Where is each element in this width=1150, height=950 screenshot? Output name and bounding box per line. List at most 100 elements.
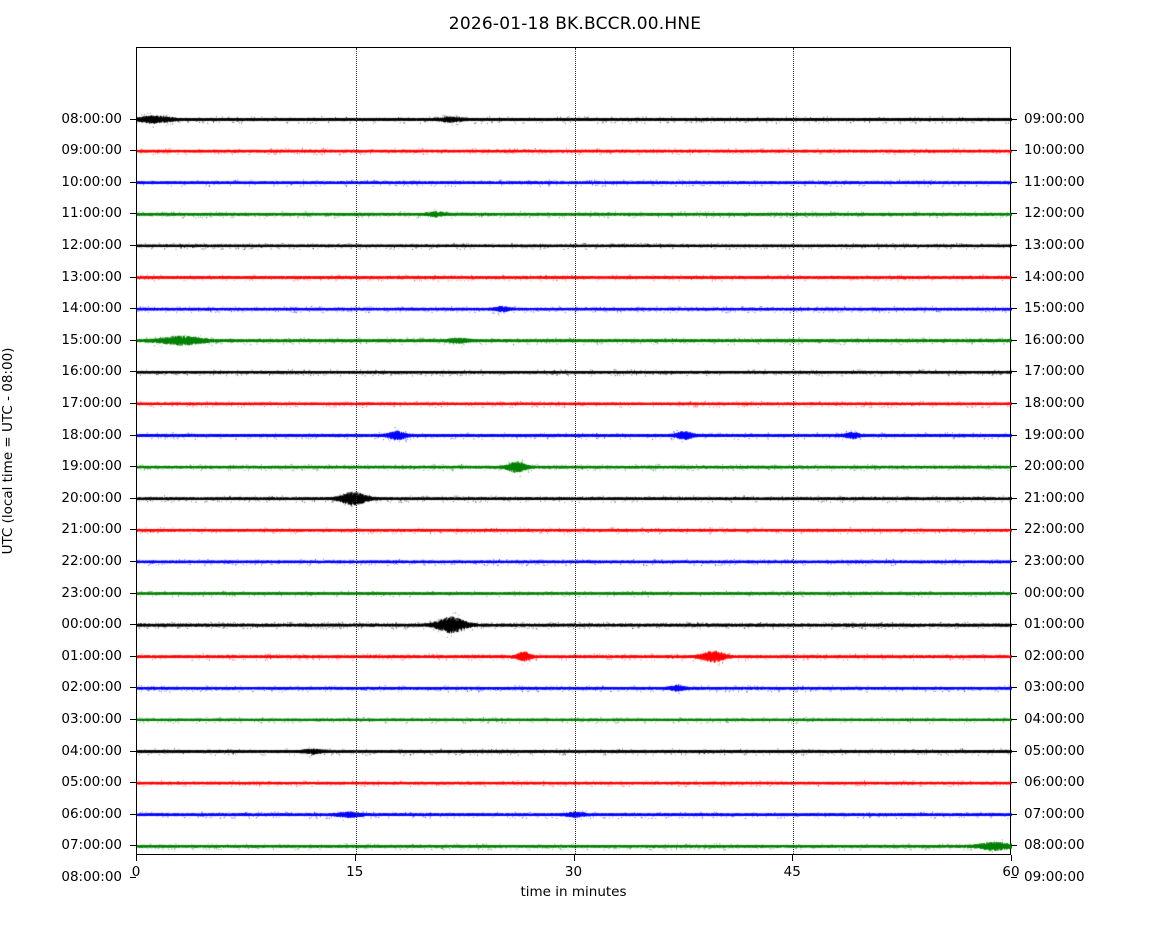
y-tick-label-right-0: 09:00:00 [1024, 110, 1085, 127]
y-tick-label-left-21: 05:00:00 [61, 774, 122, 791]
y-tick-label-left-10: 18:00:00 [61, 426, 122, 443]
y-tick-right-3 [1011, 213, 1017, 215]
y-tick-left-3 [130, 213, 136, 215]
y-tick-label-left-19: 03:00:00 [61, 710, 122, 727]
y-tick-label-left-7: 15:00:00 [61, 331, 122, 348]
y-tick-label-right-18: 03:00:00 [1024, 679, 1085, 696]
y-tick-left-14 [130, 560, 136, 562]
y-tick-right-11 [1011, 466, 1017, 468]
y-tick-left-20 [130, 750, 136, 752]
y-tick-label-left-12: 20:00:00 [61, 489, 122, 506]
x-tick-label-15: 15 [346, 864, 364, 880]
y-tick-label-right-5: 14:00:00 [1024, 268, 1085, 285]
y-tick-right-17 [1011, 655, 1017, 657]
y-tick-left-24 [130, 876, 136, 878]
y-tick-label-right-15: 00:00:00 [1024, 584, 1085, 601]
y-axis-title: UTC (local time = UTC - 08:00) [0, 347, 16, 555]
gridline-x-15 [355, 48, 357, 854]
y-tick-label-left-14: 22:00:00 [61, 552, 122, 569]
y-tick-label-right-7: 16:00:00 [1024, 331, 1085, 348]
y-tick-label-right-6: 15:00:00 [1024, 300, 1085, 317]
y-tick-label-right-10: 19:00:00 [1024, 426, 1085, 443]
y-tick-right-5 [1011, 276, 1017, 278]
y-tick-label-left-16: 00:00:00 [61, 616, 122, 633]
y-tick-right-15 [1011, 592, 1017, 594]
y-tick-label-left-24: 08:00:00 [61, 868, 122, 885]
y-tick-left-7 [130, 339, 136, 341]
y-tick-left-22 [130, 813, 136, 815]
x-axis-title: time in minutes [520, 884, 627, 900]
y-tick-left-15 [130, 592, 136, 594]
page-title: 2026-01-18 BK.BCCR.00.HNE [448, 14, 702, 34]
y-tick-right-24 [1011, 876, 1017, 878]
y-tick-label-left-1: 09:00:00 [61, 142, 122, 159]
y-tick-right-7 [1011, 339, 1017, 341]
y-tick-right-6 [1011, 308, 1017, 310]
y-tick-label-right-8: 17:00:00 [1024, 363, 1085, 380]
y-tick-right-13 [1011, 529, 1017, 531]
y-tick-label-left-6: 14:00:00 [61, 300, 122, 317]
y-tick-label-left-4: 12:00:00 [61, 236, 122, 253]
y-tick-label-right-17: 02:00:00 [1024, 647, 1085, 664]
y-tick-left-11 [130, 466, 136, 468]
y-tick-right-9 [1011, 402, 1017, 404]
x-tick-label-0: 0 [131, 864, 141, 880]
y-tick-left-4 [130, 244, 136, 246]
y-tick-label-right-3: 12:00:00 [1024, 205, 1085, 222]
y-tick-label-left-17: 01:00:00 [61, 647, 122, 664]
y-tick-label-left-15: 23:00:00 [61, 584, 122, 601]
y-tick-label-right-2: 11:00:00 [1024, 173, 1085, 190]
y-tick-label-right-13: 22:00:00 [1024, 521, 1085, 538]
y-tick-label-right-20: 05:00:00 [1024, 742, 1085, 759]
x-tick-label-30: 30 [564, 864, 583, 880]
y-tick-left-13 [130, 529, 136, 531]
y-tick-label-left-9: 17:00:00 [61, 394, 122, 411]
x-tick-label-60: 60 [1002, 864, 1020, 880]
x-tick-15 [354, 855, 356, 861]
y-tick-left-17 [130, 655, 136, 657]
y-tick-label-right-24: 09:00:00 [1024, 868, 1085, 885]
x-tick-0 [136, 855, 137, 861]
y-tick-right-23 [1011, 845, 1017, 847]
y-tick-label-right-1: 10:00:00 [1024, 142, 1085, 159]
y-tick-label-right-14: 23:00:00 [1024, 552, 1085, 569]
y-tick-left-9 [130, 402, 136, 404]
y-tick-right-4 [1011, 244, 1017, 246]
y-tick-label-right-23: 08:00:00 [1024, 837, 1085, 854]
y-tick-right-19 [1011, 718, 1017, 720]
x-tick-label-45: 45 [783, 864, 801, 880]
y-tick-label-right-19: 04:00:00 [1024, 710, 1085, 727]
gridline-x-30 [574, 48, 576, 854]
y-tick-left-23 [130, 845, 136, 847]
y-tick-label-left-22: 06:00:00 [61, 805, 122, 822]
y-tick-left-18 [130, 687, 136, 689]
y-tick-label-left-20: 04:00:00 [61, 742, 122, 759]
y-tick-label-right-9: 18:00:00 [1024, 394, 1085, 411]
y-tick-right-18 [1011, 687, 1017, 689]
y-tick-right-16 [1011, 624, 1017, 626]
x-tick-45 [792, 855, 794, 861]
y-tick-label-left-13: 21:00:00 [61, 521, 122, 538]
y-tick-left-1 [130, 150, 136, 152]
y-tick-right-0 [1011, 118, 1017, 120]
gridline-x-45 [793, 48, 795, 854]
y-tick-label-right-22: 07:00:00 [1024, 805, 1085, 822]
y-tick-left-16 [130, 624, 136, 626]
y-tick-label-left-3: 11:00:00 [61, 205, 122, 222]
y-tick-label-right-4: 13:00:00 [1024, 236, 1085, 253]
y-tick-left-12 [130, 497, 136, 499]
y-tick-left-19 [130, 718, 136, 720]
y-tick-left-5 [130, 276, 136, 278]
y-tick-label-left-5: 13:00:00 [61, 268, 122, 285]
y-tick-label-right-21: 06:00:00 [1024, 774, 1085, 791]
y-tick-label-left-11: 19:00:00 [61, 458, 122, 475]
y-tick-right-8 [1011, 371, 1017, 373]
y-tick-label-left-18: 02:00:00 [61, 679, 122, 696]
y-tick-right-20 [1011, 750, 1017, 752]
y-tick-right-22 [1011, 813, 1017, 815]
y-tick-left-0 [130, 118, 136, 120]
y-tick-label-left-0: 08:00:00 [61, 110, 122, 127]
y-tick-right-14 [1011, 560, 1017, 562]
y-tick-label-right-11: 20:00:00 [1024, 458, 1085, 475]
